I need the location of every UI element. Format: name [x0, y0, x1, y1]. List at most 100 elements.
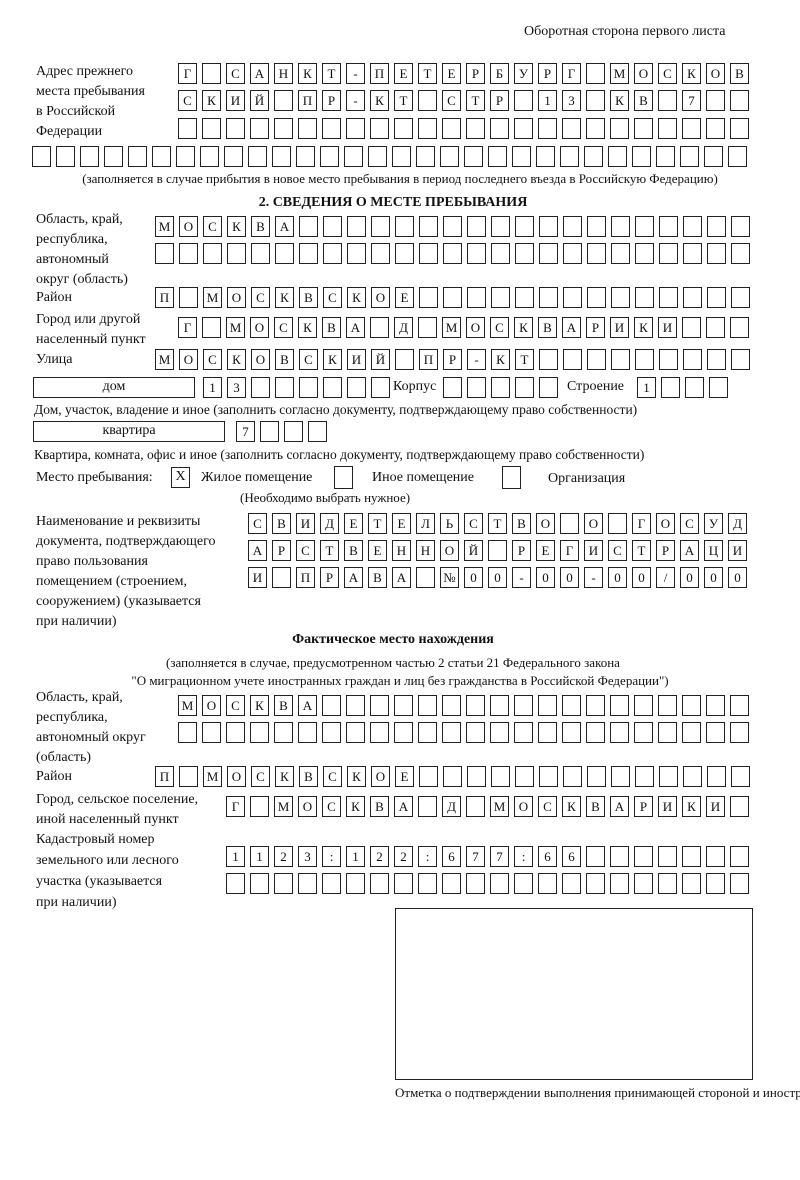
char-cell[interactable]: И — [347, 349, 366, 370]
char-cell[interactable]: О — [584, 513, 603, 534]
char-cell[interactable]: Г — [178, 63, 197, 84]
char-cell[interactable] — [394, 118, 413, 139]
char-cell[interactable]: С — [680, 513, 699, 534]
char-cell[interactable] — [658, 90, 677, 111]
char-cell[interactable] — [539, 377, 558, 398]
char-cell[interactable]: В — [274, 695, 293, 716]
char-cell[interactable] — [344, 146, 363, 167]
char-cell[interactable] — [730, 796, 749, 817]
char-cell[interactable]: Г — [562, 63, 581, 84]
char-cell[interactable] — [370, 873, 389, 894]
char-cell[interactable]: О — [371, 287, 390, 308]
char-cell[interactable]: И — [296, 513, 315, 534]
char-cell[interactable]: К — [250, 695, 269, 716]
char-cell[interactable]: К — [634, 317, 653, 338]
char-cell[interactable] — [322, 722, 341, 743]
char-cell[interactable] — [466, 873, 485, 894]
char-cell[interactable]: С — [299, 349, 318, 370]
char-cell[interactable] — [418, 722, 437, 743]
char-cell[interactable]: О — [251, 349, 270, 370]
char-cell[interactable]: С — [251, 287, 270, 308]
char-cell[interactable] — [347, 243, 366, 264]
char-cell[interactable] — [706, 873, 725, 894]
char-cell[interactable] — [440, 146, 459, 167]
char-cell[interactable]: - — [346, 63, 365, 84]
char-cell[interactable] — [730, 90, 749, 111]
char-cell[interactable] — [299, 377, 318, 398]
char-cell[interactable] — [179, 287, 198, 308]
char-cell[interactable] — [347, 377, 366, 398]
char-cell[interactable] — [467, 377, 486, 398]
char-cell[interactable] — [419, 216, 438, 237]
char-cell[interactable]: О — [179, 349, 198, 370]
char-cell[interactable] — [491, 287, 510, 308]
char-cell[interactable] — [320, 146, 339, 167]
char-cell[interactable]: П — [155, 287, 174, 308]
char-cell[interactable] — [706, 695, 725, 716]
char-cell[interactable] — [443, 287, 462, 308]
char-cell[interactable]: У — [704, 513, 723, 534]
char-cell[interactable] — [683, 766, 702, 787]
char-cell[interactable]: В — [730, 63, 749, 84]
char-cell[interactable] — [731, 216, 750, 237]
char-cell[interactable] — [395, 216, 414, 237]
char-cell[interactable] — [418, 118, 437, 139]
char-cell[interactable]: М — [155, 216, 174, 237]
char-cell[interactable] — [322, 695, 341, 716]
char-cell[interactable] — [346, 722, 365, 743]
char-cell[interactable] — [706, 722, 725, 743]
char-cell[interactable] — [515, 766, 534, 787]
char-cell[interactable] — [707, 766, 726, 787]
char-cell[interactable]: О — [656, 513, 675, 534]
char-cell[interactable] — [682, 873, 701, 894]
char-cell[interactable] — [635, 243, 654, 264]
char-cell[interactable] — [658, 118, 677, 139]
char-cell[interactable]: И — [728, 540, 747, 561]
char-cell[interactable] — [299, 243, 318, 264]
char-cell[interactable] — [587, 243, 606, 264]
char-cell[interactable] — [298, 873, 317, 894]
char-cell[interactable]: 0 — [680, 567, 699, 588]
char-cell[interactable]: О — [202, 695, 221, 716]
char-cell[interactable] — [370, 118, 389, 139]
char-cell[interactable]: В — [634, 90, 653, 111]
char-cell[interactable]: Е — [368, 540, 387, 561]
char-cell[interactable]: И — [658, 317, 677, 338]
char-cell[interactable]: Т — [320, 540, 339, 561]
char-cell[interactable]: И — [584, 540, 603, 561]
char-cell[interactable] — [202, 317, 221, 338]
char-cell[interactable]: К — [202, 90, 221, 111]
apartment-type-field[interactable]: квартира — [33, 421, 225, 442]
char-cell[interactable] — [707, 349, 726, 370]
char-cell[interactable]: 0 — [632, 567, 651, 588]
char-cell[interactable]: В — [272, 513, 291, 534]
char-cell[interactable] — [274, 873, 293, 894]
char-cell[interactable] — [608, 146, 627, 167]
char-cell[interactable]: И — [658, 796, 677, 817]
char-cell[interactable]: : — [418, 846, 437, 867]
char-cell[interactable] — [491, 243, 510, 264]
char-cell[interactable] — [274, 118, 293, 139]
char-cell[interactable] — [442, 695, 461, 716]
char-cell[interactable]: Р — [466, 63, 485, 84]
char-cell[interactable]: О — [227, 766, 246, 787]
char-cell[interactable] — [731, 766, 750, 787]
char-cell[interactable] — [104, 146, 123, 167]
char-cell[interactable] — [586, 695, 605, 716]
char-cell[interactable] — [731, 287, 750, 308]
char-cell[interactable] — [178, 722, 197, 743]
char-cell[interactable] — [227, 243, 246, 264]
char-cell[interactable] — [659, 216, 678, 237]
char-cell[interactable]: Д — [728, 513, 747, 534]
char-cell[interactable] — [418, 796, 437, 817]
char-cell[interactable] — [416, 567, 435, 588]
char-cell[interactable] — [562, 873, 581, 894]
char-cell[interactable]: С — [442, 90, 461, 111]
char-cell[interactable] — [682, 118, 701, 139]
char-cell[interactable]: Д — [394, 317, 413, 338]
char-cell[interactable] — [418, 90, 437, 111]
option-residential-checkbox[interactable]: X — [171, 467, 190, 488]
char-cell[interactable] — [634, 118, 653, 139]
char-cell[interactable]: К — [323, 349, 342, 370]
char-cell[interactable] — [418, 695, 437, 716]
